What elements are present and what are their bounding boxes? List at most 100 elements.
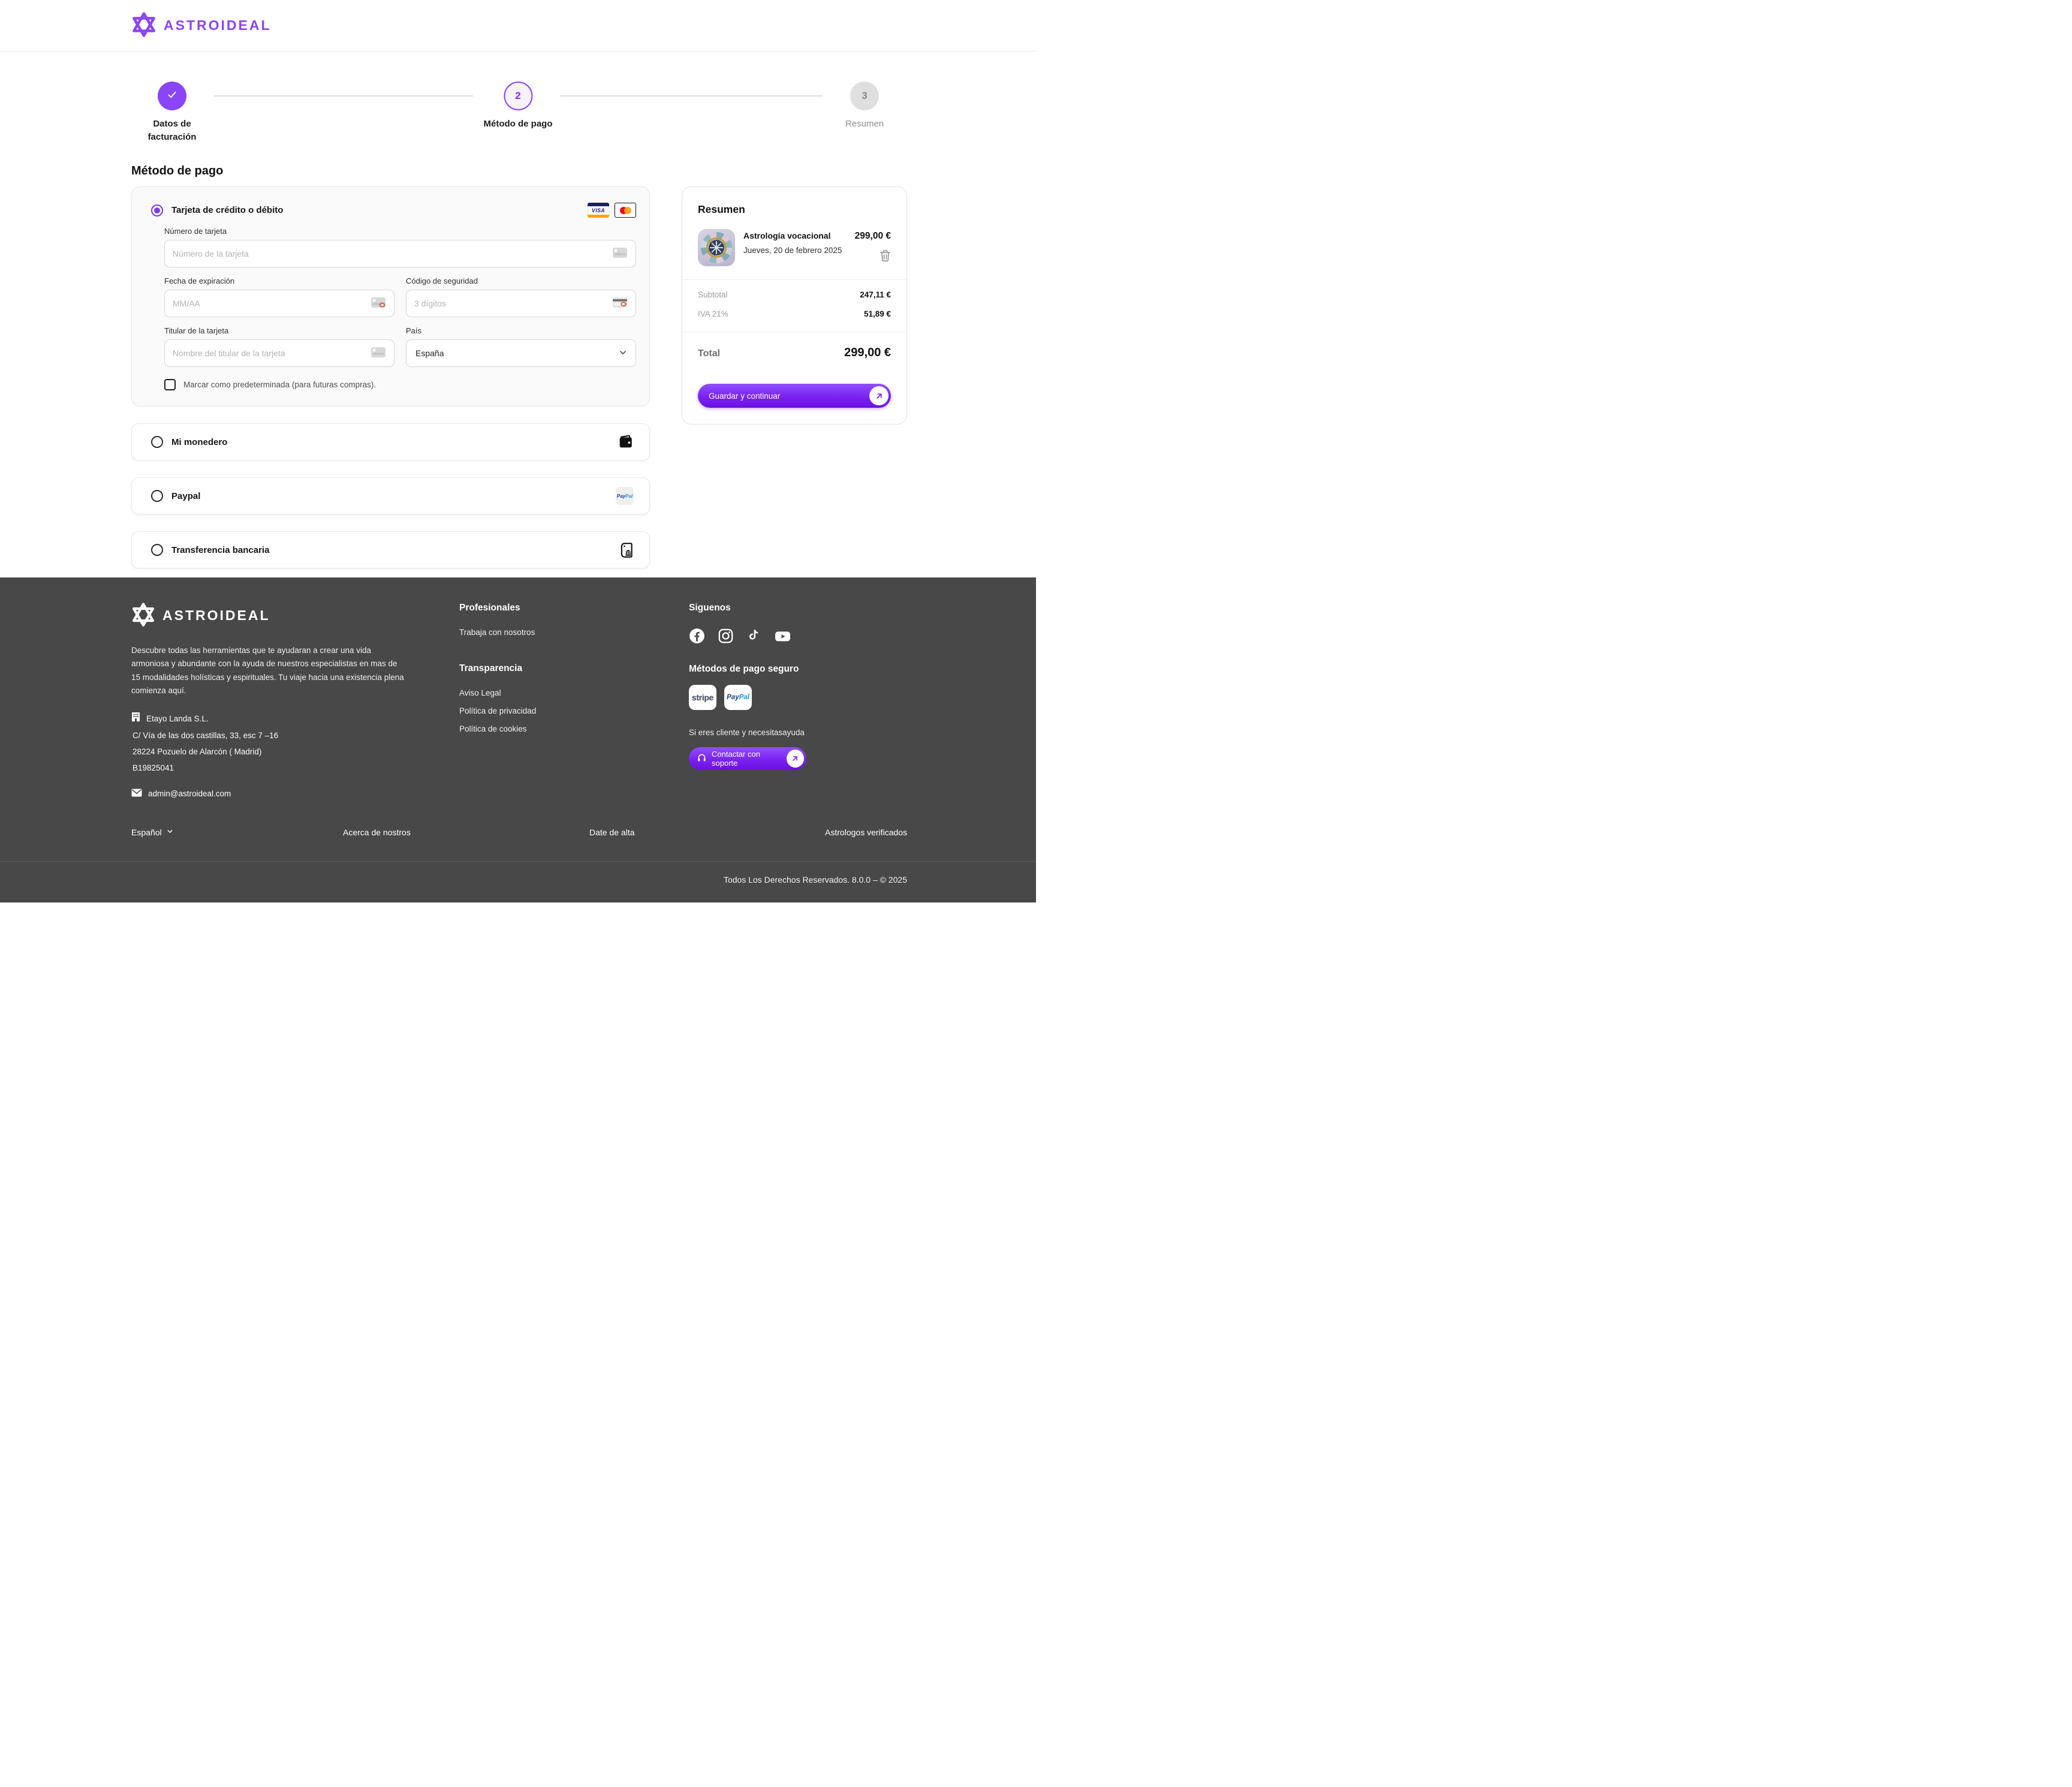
arrow-up-right-icon (869, 386, 889, 405)
option-wallet[interactable]: Mi monedero (131, 423, 650, 461)
card-payment-radio[interactable] (151, 204, 163, 216)
paypal-badge: PayPal (724, 685, 752, 710)
brand-logo[interactable]: ASTROIDEAL (131, 12, 907, 39)
step-summary-number: 3 (850, 82, 879, 110)
option-paypal[interactable]: Paypal Pay Pal (131, 477, 650, 515)
trash-icon[interactable] (880, 249, 891, 264)
headset-icon (697, 753, 707, 765)
holder-input[interactable] (173, 348, 371, 358)
checkout-stepper: Datos de facturación 2 Método de pago 3 … (131, 82, 907, 149)
footer-payments-title: Métodos de pago seguro (689, 664, 799, 674)
footer-link-work-with-us[interactable]: Trabaja con nosotros (459, 628, 535, 637)
card-number-input[interactable] (173, 249, 612, 258)
product-thumbnail (698, 229, 735, 266)
wallet-radio[interactable] (151, 436, 163, 448)
country-value: España (415, 348, 444, 358)
footer-link-cookies[interactable]: Política de cookies (459, 724, 527, 733)
save-continue-label: Guardar y continuar (709, 391, 781, 401)
check-icon (165, 88, 179, 104)
company-email[interactable]: admin@astroideal.com (148, 789, 231, 798)
paypal-label: Paypal (171, 491, 201, 501)
step-summary-label: Resumen (845, 119, 884, 129)
paypal-icon: Pay Pal (616, 487, 634, 505)
bank-transfer-radio[interactable] (151, 544, 163, 556)
total-label: Total (698, 348, 721, 359)
stepper-line (560, 95, 823, 97)
bank-icon (619, 542, 634, 558)
footer-link-legal[interactable]: Aviso Legal (459, 688, 501, 697)
cvc-input[interactable] (414, 299, 612, 308)
company-address2: 28224 Pozuelo de Alarcón ( Madrid) (132, 747, 262, 756)
brand-star-icon (131, 12, 156, 39)
holder-field-wrap (164, 339, 394, 367)
footer-link-signup[interactable]: Date de alta (589, 827, 635, 837)
total-value: 299,00 € (844, 346, 891, 359)
summary-item: Astrología vocacional Jueves, 20 de febr… (698, 229, 891, 266)
card-holder-icon (371, 347, 386, 360)
card-number-field-wrap (164, 240, 636, 267)
visa-icon: VISA (588, 203, 609, 218)
instagram-icon[interactable] (718, 628, 734, 646)
product-price: 299,00 € (854, 231, 891, 241)
youtube-icon[interactable] (774, 628, 791, 646)
language-label: Español (131, 827, 162, 837)
tax-label: IVA 21% (698, 309, 728, 318)
brand-star-icon (131, 603, 155, 628)
support-text: Si eres cliente y necesitasayuda (689, 728, 805, 737)
cvc-field-wrap (406, 290, 636, 317)
credit-card-icon (612, 247, 628, 260)
copyright: Todos Los Derechos Reservados. 8.0.0 – ©… (723, 874, 907, 885)
footer-social-title: Siguenos (689, 603, 731, 613)
payment-methods: Tarjeta de crédito o débito VISA Númer (131, 186, 650, 568)
contact-support-button[interactable]: Contactar con soporte (689, 747, 806, 770)
option-bank-transfer[interactable]: Transferencia bancaria (131, 531, 650, 568)
expiry-field-wrap (164, 290, 394, 317)
card-cvc-icon (612, 297, 628, 310)
divider (682, 279, 907, 280)
order-summary: Resumen Astrología vocacional Jueves, 20… (682, 186, 907, 425)
footer-link-privacy[interactable]: Política de privacidad (459, 706, 537, 715)
building-icon (131, 712, 140, 727)
expiry-input[interactable] (173, 299, 371, 308)
default-card-checkbox-label: Marcar como predeterminada (para futuras… (183, 380, 377, 389)
divider (0, 861, 1036, 862)
country-select[interactable]: España (406, 339, 636, 367)
card-expiry-icon (371, 297, 386, 310)
stripe-badge: stripe (689, 685, 716, 710)
wallet-label: Mi monedero (171, 437, 228, 447)
company-address1: C/ Vía de las dos castillas, 33, esc 7 –… (132, 731, 279, 740)
company-name: Etayo Landa S.L. (146, 714, 209, 724)
step-payment[interactable]: 2 Método de pago (484, 82, 553, 131)
footer-link-verified-astrologers[interactable]: Astrologos verificados (825, 827, 907, 837)
brand-name: ASTROIDEAL (164, 17, 272, 33)
language-selector[interactable]: Español (131, 828, 174, 837)
cvc-label: Código de seguridad (406, 276, 478, 285)
step-summary: 3 Resumen (845, 82, 884, 131)
save-continue-button[interactable]: Guardar y continuar (698, 384, 891, 408)
product-name: Astrología vocacional (743, 231, 831, 240)
paypal-radio[interactable] (151, 490, 163, 502)
card-number-label: Número de tarjeta (164, 227, 227, 236)
step-billing-label: Datos de facturación (147, 119, 197, 142)
default-card-checkbox[interactable] (164, 379, 176, 390)
footer-link-about[interactable]: Acerca de nostros (343, 827, 411, 837)
stepper-line (214, 95, 473, 97)
company-tax-id: B19825041 (132, 763, 174, 772)
expiry-label: Fecha de expiración (164, 276, 235, 285)
tiktok-icon[interactable] (746, 628, 761, 646)
footer: ASTROIDEAL Descubre todas las herramient… (0, 577, 1036, 902)
step-billing[interactable]: Datos de facturación (137, 82, 207, 144)
tax-value: 51,89 € (863, 309, 891, 318)
summary-title: Resumen (698, 203, 745, 215)
mail-icon (131, 789, 142, 799)
facebook-icon[interactable] (689, 628, 705, 646)
card-payment-section: Tarjeta de crédito o débito VISA Númer (131, 186, 650, 407)
chevron-down-icon (166, 828, 174, 837)
step-payment-number: 2 (504, 82, 532, 110)
footer-transparency-title: Transparencia (459, 663, 523, 673)
header: ASTROIDEAL (0, 0, 1036, 52)
mastercard-icon (615, 203, 636, 218)
wallet-icon (618, 435, 634, 449)
footer-brand-logo: ASTROIDEAL (131, 603, 407, 628)
contact-support-label: Contactar con soporte (712, 750, 760, 768)
